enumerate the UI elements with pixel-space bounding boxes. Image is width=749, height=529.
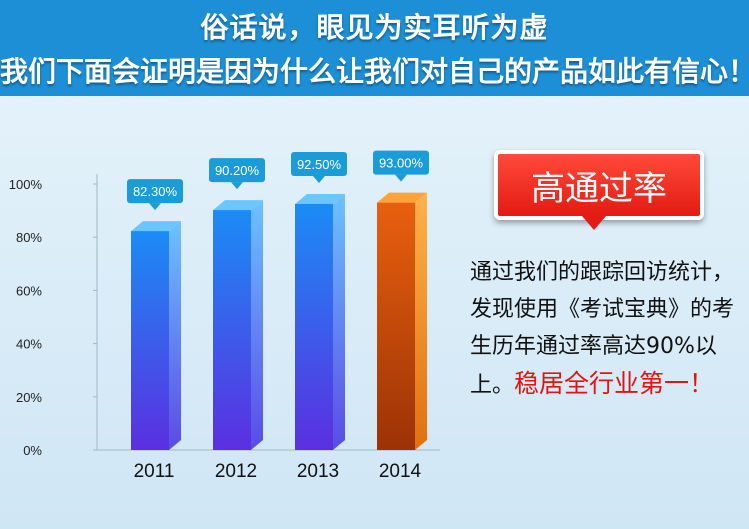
data-label-pointer <box>231 182 243 189</box>
bar-side <box>169 221 181 450</box>
y-tick-label: 0% <box>23 443 42 458</box>
description: 通过我们的跟踪回访统计，发现使用《考试宝典》的考生历年通过率高达90%以上。稳居… <box>470 254 742 404</box>
y-tick-label: 100% <box>9 177 43 192</box>
bar <box>295 204 333 450</box>
x-tick-label: 2014 <box>379 461 422 482</box>
banner-subtitle: 我们下面会证明是因为什么让我们对自己的产品如此有信心！ <box>0 50 749 90</box>
y-tick-label: 40% <box>16 337 42 352</box>
bar-chart: 0% 20% 40% 60% 80% 100% 2011 82.30% 2012 90.20% 20… <box>0 110 460 529</box>
bar-side <box>251 200 263 450</box>
bar-side <box>415 193 427 450</box>
data-label: 82.30% <box>133 184 178 199</box>
data-label: 92.50% <box>297 157 342 172</box>
y-tick-label: 60% <box>16 283 42 298</box>
badge-pointer <box>582 216 606 230</box>
pass-rate-badge: 高通过率 <box>494 150 704 220</box>
x-tick-label: 2011 <box>134 461 175 482</box>
description-highlight: 稳居全行业第一！ <box>514 369 714 398</box>
data-label-pointer <box>149 203 161 210</box>
header-banner: 俗话说，眼见为实耳听为虚 我们下面会证明是因为什么让我们对自己的产品如此有信心！ <box>0 0 749 96</box>
bar <box>131 231 169 450</box>
data-label: 90.20% <box>215 163 260 178</box>
y-tick-label: 20% <box>16 390 42 405</box>
banner-title: 俗话说，眼见为实耳听为虚 <box>0 6 749 46</box>
x-tick-label: 2013 <box>297 461 339 482</box>
data-label-pointer <box>313 176 325 183</box>
data-label-pointer <box>395 175 407 182</box>
y-tick-label: 80% <box>16 230 42 245</box>
bar <box>213 210 251 450</box>
x-tick-label: 2012 <box>215 461 257 482</box>
bar <box>377 203 415 450</box>
data-label: 93.00% <box>379 156 424 171</box>
bar-side <box>333 194 345 450</box>
